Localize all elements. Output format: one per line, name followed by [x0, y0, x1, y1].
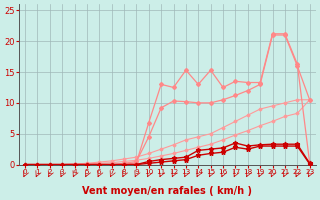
X-axis label: Vent moyen/en rafales ( km/h ): Vent moyen/en rafales ( km/h ) [82, 186, 252, 196]
